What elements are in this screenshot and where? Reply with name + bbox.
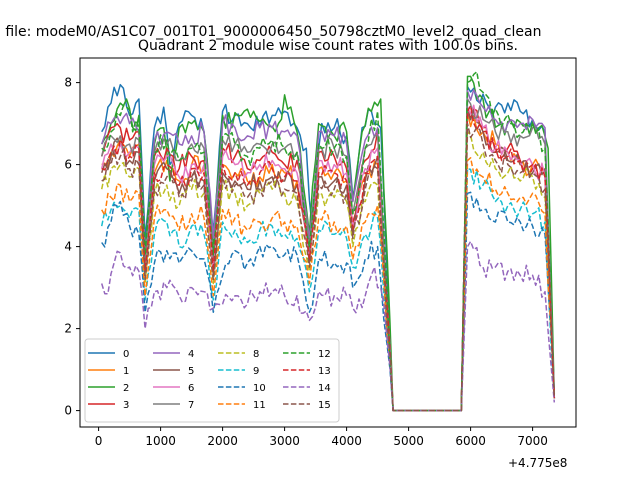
series-line-11: [101, 157, 556, 412]
legend-label-7: 7: [188, 400, 194, 411]
legend-label-3: 3: [123, 400, 129, 411]
figure-suptitle: n file: modeM0/AS1C07_001T01_9000006450_…: [0, 24, 541, 40]
axes-frame: [79, 57, 577, 428]
series-line-1: [101, 110, 556, 412]
x-tick-label: 7000: [517, 434, 548, 448]
series-line-14: [100, 240, 556, 412]
legend-label-10: 10: [253, 383, 266, 394]
chart-title: Quadrant 2 module wise count rates with …: [138, 38, 518, 54]
x-tick-label: 1000: [145, 434, 176, 448]
x-offset-label: +4.775e8: [508, 456, 567, 470]
series-line-13: [101, 105, 556, 412]
plot-series: [100, 71, 556, 412]
legend-label-1: 1: [123, 366, 129, 377]
series-line-7: [100, 98, 556, 412]
legend-label-4: 4: [188, 349, 194, 360]
x-axis: 0 1000 2000 3000 4000 5000 6000 7000: [95, 427, 548, 448]
y-tick-label: 6: [64, 158, 72, 172]
y-tick-label: 0: [64, 404, 72, 418]
legend-label-15: 15: [318, 400, 331, 411]
series-line-15: [101, 122, 556, 412]
legend-label-2: 2: [123, 383, 129, 394]
legend-label-8: 8: [253, 349, 259, 360]
legend-label-12: 12: [318, 349, 331, 360]
x-tick-label: 6000: [455, 434, 486, 448]
series-line-12: [101, 71, 556, 412]
legend-label-5: 5: [188, 366, 194, 377]
x-tick-label: 4000: [331, 434, 362, 448]
series-line-9: [100, 167, 556, 412]
y-tick-label: 4: [64, 240, 72, 254]
series-line-6: [100, 104, 556, 412]
x-tick-label: 3000: [269, 434, 300, 448]
legend-label-0: 0: [123, 349, 129, 360]
x-tick-label: 0: [95, 434, 103, 448]
y-axis: 0 2 4 6 8: [64, 76, 80, 418]
series-line-4: [100, 89, 556, 412]
series-line-8: [100, 131, 556, 412]
legend-label-14: 14: [318, 383, 331, 394]
legend-label-11: 11: [253, 400, 266, 411]
legend-label-13: 13: [318, 366, 331, 377]
y-tick-label: 2: [64, 322, 72, 336]
x-tick-label: 5000: [393, 434, 424, 448]
x-tick-label: 2000: [207, 434, 238, 448]
legend-label-9: 9: [253, 366, 259, 377]
legend-box: [84, 338, 340, 423]
legend-label-6: 6: [188, 383, 194, 394]
series-line-10: [101, 191, 556, 412]
y-tick-label: 8: [64, 76, 72, 90]
